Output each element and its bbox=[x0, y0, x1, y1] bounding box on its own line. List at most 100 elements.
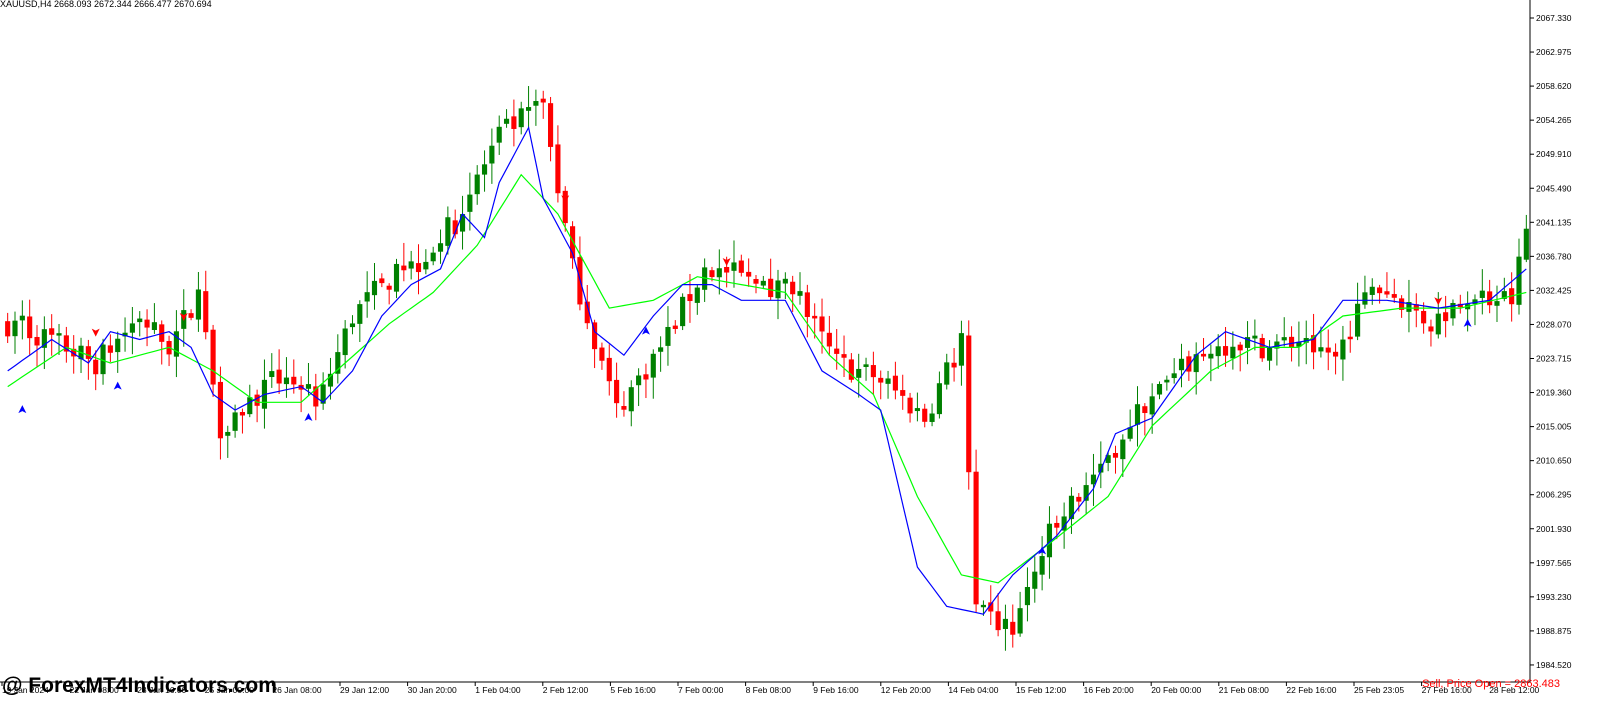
candle-body bbox=[203, 291, 209, 333]
candle-body bbox=[423, 261, 429, 270]
x-tick-label: 27 Feb 16:00 bbox=[1422, 685, 1472, 695]
y-tick-label: 2019.360 bbox=[1536, 388, 1572, 398]
candle-body bbox=[606, 357, 612, 382]
candle-body bbox=[1112, 452, 1119, 458]
candle-body bbox=[562, 190, 568, 224]
candle-body bbox=[1090, 474, 1097, 485]
candle-body bbox=[1054, 522, 1060, 528]
candle-body bbox=[1127, 427, 1133, 439]
x-tick-label: 1 Feb 04:00 bbox=[475, 685, 521, 695]
candle-body bbox=[85, 346, 91, 359]
candle-body bbox=[922, 408, 928, 422]
y-tick-label: 1984.520 bbox=[1536, 660, 1572, 670]
candle-body bbox=[738, 260, 744, 273]
y-tick-label: 2062.975 bbox=[1536, 47, 1572, 57]
candle-body bbox=[1377, 287, 1383, 294]
y-tick-label: 2067.330 bbox=[1536, 13, 1572, 23]
x-tick-label: 22 Jan 08:00 bbox=[70, 685, 119, 695]
candle-body bbox=[34, 336, 40, 346]
candle-body bbox=[1288, 336, 1295, 348]
candle-body bbox=[1266, 346, 1273, 361]
candle-body bbox=[1384, 291, 1390, 295]
candle-body bbox=[804, 292, 810, 317]
candle-body bbox=[892, 375, 898, 391]
trade-status-text: Sell, Price Open = 2863.483 bbox=[1422, 678, 1560, 690]
buy-arrow-icon bbox=[113, 381, 122, 390]
candle-body bbox=[1311, 335, 1317, 353]
candle-body bbox=[247, 397, 253, 415]
candle-body bbox=[100, 344, 106, 375]
candle-body bbox=[1479, 290, 1485, 298]
candle-body bbox=[357, 304, 363, 324]
y-tick-label: 2041.135 bbox=[1536, 217, 1572, 227]
candle-body bbox=[137, 318, 143, 323]
candle-body bbox=[636, 375, 642, 386]
y-tick-label: 2006.295 bbox=[1536, 490, 1572, 500]
candle-body bbox=[1399, 298, 1405, 310]
candle-body bbox=[1230, 346, 1236, 359]
candle-body bbox=[1472, 299, 1478, 305]
candle-body bbox=[790, 281, 796, 295]
candle-body bbox=[71, 348, 77, 357]
candle-body bbox=[430, 252, 436, 262]
candle-body bbox=[1421, 310, 1427, 324]
candle-body bbox=[826, 332, 832, 347]
candle-body bbox=[760, 280, 766, 286]
candle-body bbox=[41, 329, 47, 348]
x-tick-label: 30 Jan 20:00 bbox=[408, 685, 457, 695]
candle-body bbox=[349, 323, 356, 328]
candle-body bbox=[93, 359, 99, 375]
candle-body bbox=[1494, 301, 1500, 306]
candle-body bbox=[584, 301, 590, 324]
candle-body bbox=[481, 164, 488, 175]
x-tick-label: 8 Feb 08:00 bbox=[746, 685, 792, 695]
candle-body bbox=[1501, 291, 1507, 299]
candle-body bbox=[775, 280, 781, 299]
candle-body bbox=[533, 101, 539, 106]
candle-body bbox=[848, 359, 854, 380]
sell-arrow-icon bbox=[179, 312, 188, 321]
candle-body bbox=[188, 313, 194, 318]
x-tick-label: 26 Jan 08:00 bbox=[272, 685, 321, 695]
candle-body bbox=[753, 278, 759, 284]
candle-body bbox=[782, 278, 788, 284]
candle-body bbox=[716, 268, 722, 278]
candle-body bbox=[1149, 396, 1155, 415]
y-tick-label: 2010.650 bbox=[1536, 456, 1572, 466]
x-tick-label: 5 Feb 16:00 bbox=[610, 685, 656, 695]
candle-body bbox=[980, 604, 986, 608]
x-tick-label: 14 Feb 04:00 bbox=[948, 685, 998, 695]
candle-body bbox=[1296, 341, 1302, 347]
candle-body bbox=[1457, 303, 1463, 308]
buy-arrow-icon bbox=[1463, 318, 1472, 327]
slow-ma-line bbox=[7, 173, 1527, 584]
candle-body bbox=[658, 347, 664, 352]
candle-body bbox=[19, 315, 25, 321]
x-tick-label: 25 Jan 00:00 bbox=[205, 685, 254, 695]
candle-body bbox=[1024, 587, 1031, 606]
candle-body bbox=[1156, 383, 1163, 395]
candle-body bbox=[966, 335, 972, 473]
candle-body bbox=[115, 338, 121, 353]
candle-body bbox=[687, 294, 693, 302]
candle-body bbox=[841, 354, 847, 358]
candle-body bbox=[1516, 256, 1522, 305]
y-tick-label: 2032.425 bbox=[1536, 285, 1572, 295]
candle-body bbox=[914, 408, 920, 412]
candle-body bbox=[1274, 341, 1280, 349]
x-tick-label: 19 Jan 2024 bbox=[2, 685, 49, 695]
candle-body bbox=[885, 378, 891, 384]
candle-body bbox=[548, 103, 554, 147]
candle-body bbox=[1318, 347, 1324, 352]
x-tick-label: 15 Feb 12:00 bbox=[1016, 685, 1066, 695]
candle-body bbox=[988, 602, 994, 612]
candle-body bbox=[489, 145, 495, 164]
candle-body bbox=[1333, 351, 1339, 357]
candle-body bbox=[401, 265, 407, 271]
candle-body bbox=[1435, 313, 1441, 335]
candle-body bbox=[467, 194, 473, 212]
candle-body bbox=[1164, 379, 1170, 383]
candle-body bbox=[144, 319, 150, 328]
